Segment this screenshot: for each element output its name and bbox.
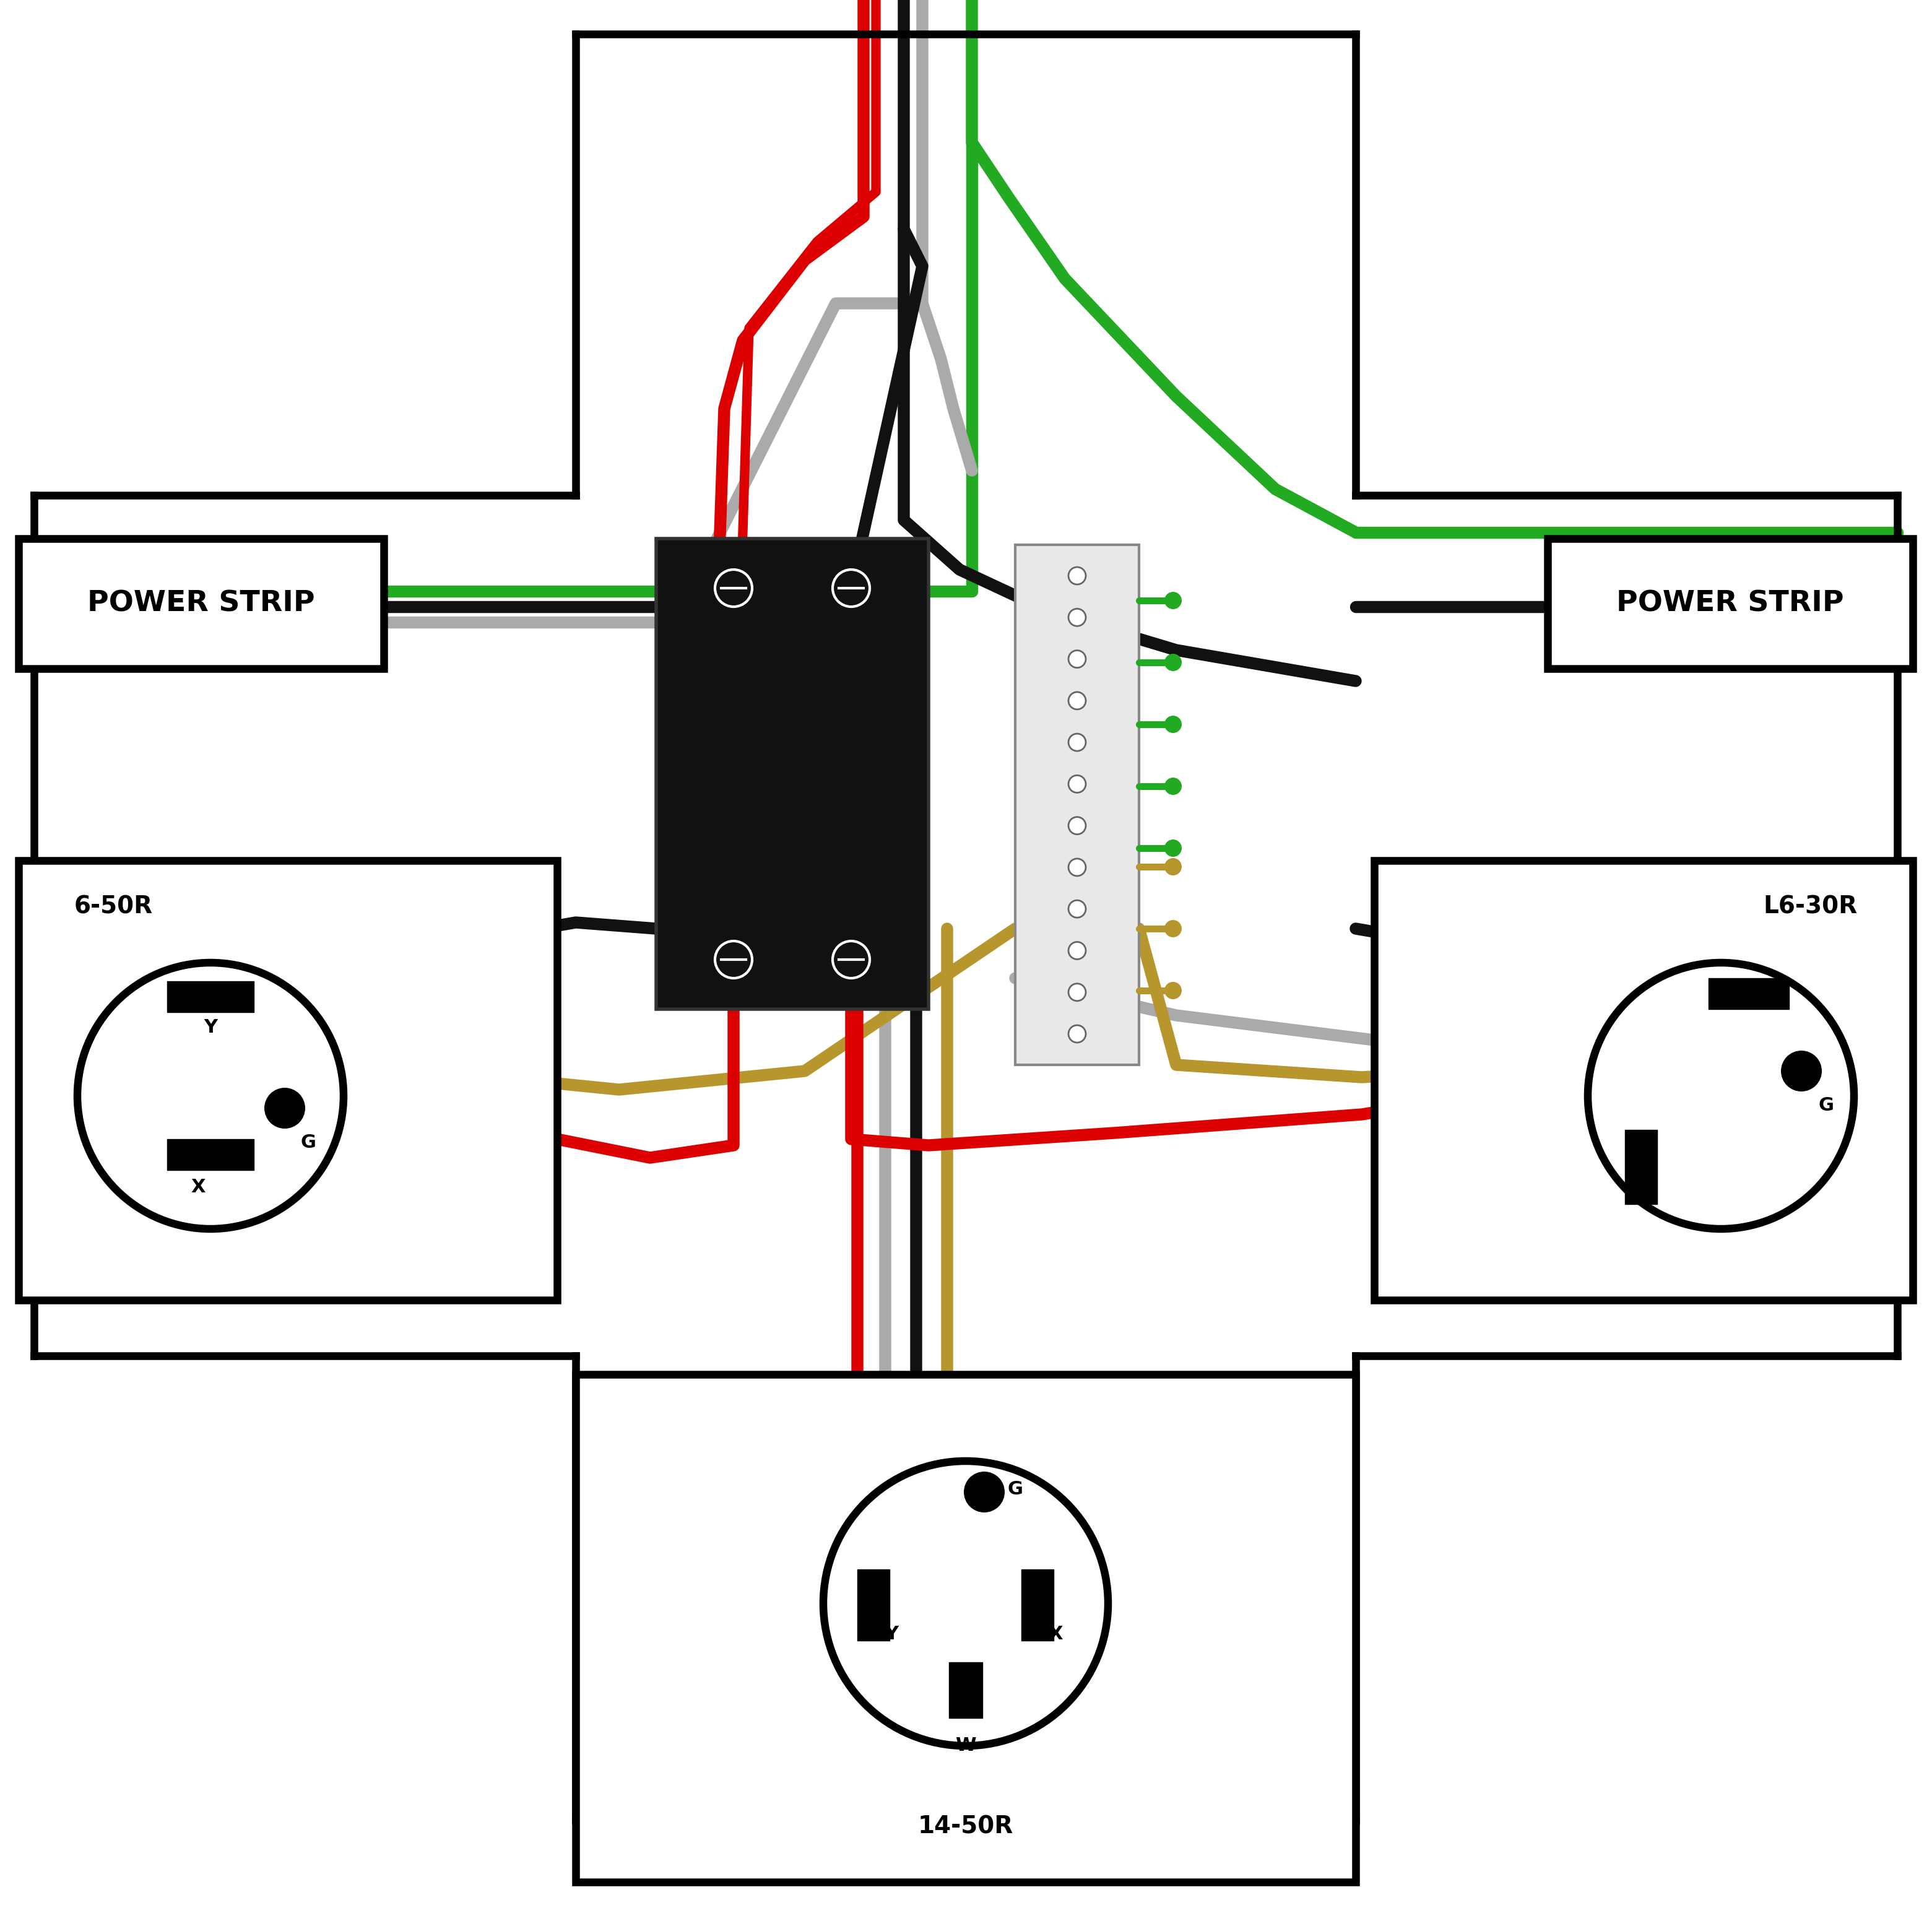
Bar	[19, 861, 556, 1301]
Text: G: G	[301, 1132, 317, 1152]
Circle shape	[1165, 981, 1182, 999]
Text: Y: Y	[1750, 995, 1764, 1012]
Text: W: W	[954, 1737, 976, 1754]
Bar	[949, 1662, 981, 1718]
Circle shape	[1068, 901, 1086, 918]
Circle shape	[715, 941, 752, 978]
Circle shape	[1068, 566, 1086, 585]
Bar	[1625, 1131, 1658, 1203]
Circle shape	[964, 1471, 1005, 1513]
Circle shape	[1781, 1050, 1822, 1092]
Bar	[19, 539, 384, 670]
Text: G: G	[1007, 1481, 1022, 1498]
Circle shape	[1165, 920, 1182, 937]
Circle shape	[1165, 715, 1182, 733]
Circle shape	[1068, 983, 1086, 1000]
Bar	[1022, 1569, 1053, 1641]
Text: Y: Y	[203, 1020, 216, 1037]
Bar	[1548, 539, 1913, 670]
Circle shape	[1068, 1025, 1086, 1043]
Bar	[1708, 978, 1789, 1010]
Text: POWER STRIP: POWER STRIP	[1617, 589, 1843, 618]
Bar	[1374, 861, 1913, 1301]
Bar	[576, 1374, 1356, 1882]
Circle shape	[1068, 650, 1086, 668]
Circle shape	[265, 1088, 305, 1129]
Text: 6-50R: 6-50R	[73, 895, 153, 918]
Text: X: X	[1642, 1190, 1658, 1207]
Bar	[168, 981, 253, 1012]
Circle shape	[833, 570, 869, 606]
Circle shape	[833, 941, 869, 978]
Circle shape	[1588, 962, 1855, 1228]
Circle shape	[77, 962, 344, 1228]
Circle shape	[1165, 840, 1182, 857]
Circle shape	[1068, 941, 1086, 958]
Text: Y: Y	[885, 1626, 898, 1643]
Circle shape	[1068, 693, 1086, 710]
Text: X: X	[191, 1178, 205, 1196]
Circle shape	[1068, 608, 1086, 626]
Bar	[657, 539, 929, 1010]
Bar	[576, 34, 1356, 495]
Circle shape	[715, 570, 752, 606]
Circle shape	[1165, 654, 1182, 671]
Circle shape	[1165, 777, 1182, 796]
Bar	[858, 1569, 889, 1641]
Bar	[1014, 545, 1140, 1066]
Circle shape	[823, 1462, 1109, 1747]
Circle shape	[1068, 775, 1086, 792]
Bar	[576, 1356, 1356, 1819]
Circle shape	[1068, 735, 1086, 752]
Circle shape	[1068, 859, 1086, 876]
Circle shape	[1165, 859, 1182, 876]
Text: G: G	[1818, 1096, 1833, 1113]
Circle shape	[1068, 817, 1086, 834]
Bar	[35, 495, 1897, 1356]
Text: L6-30R: L6-30R	[1762, 895, 1857, 918]
Circle shape	[1165, 591, 1182, 608]
Text: 14-50R: 14-50R	[918, 1815, 1014, 1838]
Bar	[168, 1138, 253, 1171]
Text: POWER STRIP: POWER STRIP	[87, 589, 315, 618]
Text: X: X	[1049, 1626, 1063, 1643]
